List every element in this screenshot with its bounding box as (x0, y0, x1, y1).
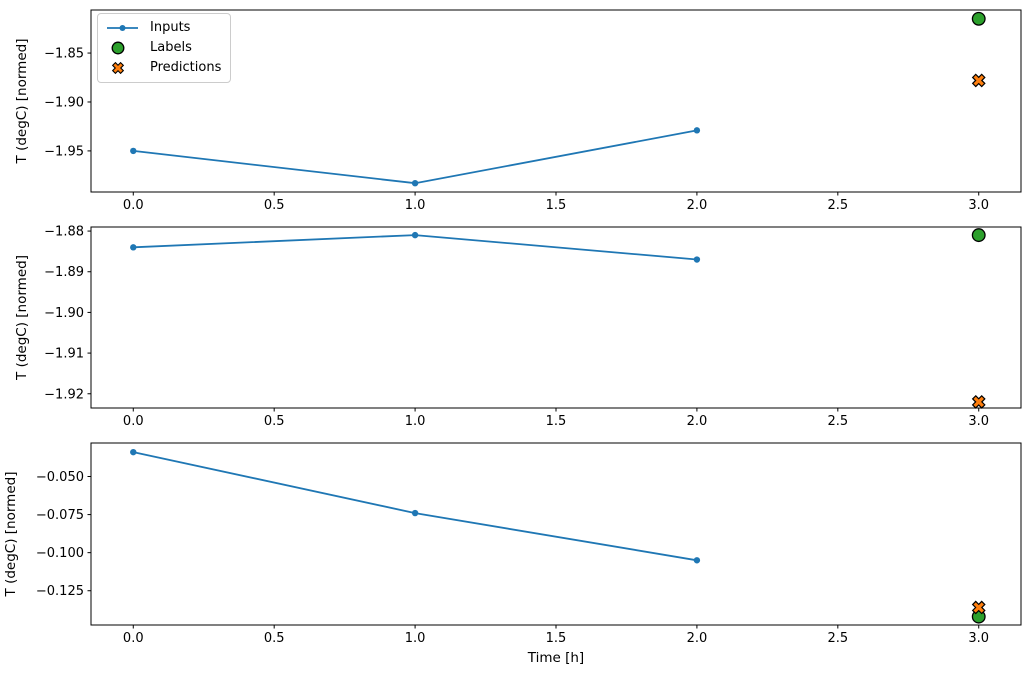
inputs-legend-icon (105, 19, 142, 37)
x-tick-label: 0.5 (264, 631, 285, 646)
legend-label: Inputs (150, 20, 191, 35)
y-tick-label: −1.90 (44, 95, 84, 110)
legend-item-inputs: Inputs (105, 18, 221, 38)
y-tick-label: −0.125 (36, 584, 84, 599)
inputs-point (693, 256, 701, 263)
x-tick-label: 2.0 (687, 198, 708, 213)
axes-frame (90, 226, 1022, 409)
labels-legend-icon (105, 39, 142, 57)
x-tick-label: 1.0 (405, 631, 426, 646)
legend-item-predictions: Predictions (105, 58, 221, 78)
inputs-point (130, 147, 137, 155)
inputs-point (411, 231, 419, 239)
predictions-marker (971, 600, 986, 615)
y-tick-label: −0.075 (36, 508, 84, 523)
legend-label: Predictions (150, 60, 222, 75)
y-tick-label: −0.100 (36, 546, 84, 561)
x-tick-label: 1.5 (546, 414, 567, 429)
inputs-point (130, 244, 137, 251)
y-axis-label: T (degC) [normed] (3, 472, 19, 598)
inputs-point (693, 557, 701, 564)
y-axis-label: T (degC) [normed] (14, 255, 30, 381)
x-tick-label: 3.0 (968, 198, 989, 213)
predictions-legend-icon (105, 59, 142, 77)
inputs-point (693, 127, 701, 134)
inputs-point (130, 448, 137, 456)
x-tick-label: 1.0 (405, 198, 426, 213)
x-tick-label: 2.0 (687, 414, 708, 429)
predictions-marker (971, 394, 986, 409)
inputs-line (133, 129, 698, 185)
x-tick-label: 0.5 (264, 198, 285, 213)
predictions-marker (971, 73, 986, 88)
x-tick-label: 0.0 (123, 631, 144, 646)
x-tick-label: 1.5 (546, 198, 567, 213)
inputs-point (411, 509, 419, 517)
labels-marker (971, 11, 986, 26)
x-tick-label: 2.5 (827, 414, 848, 429)
x-tick-label: 0.0 (123, 198, 144, 213)
y-tick-label: −0.050 (36, 470, 84, 485)
x-tick-label: 0.5 (264, 414, 285, 429)
x-tick-label: 1.5 (546, 631, 567, 646)
subplot-2: 0.0 0.5 1.0 1.5 2.0 2.5 3.0 −1.88 −1.89 −1.90 −1.9… (14, 225, 1022, 429)
x-tick-label: 2.0 (687, 631, 708, 646)
y-tick-label: −1.95 (44, 144, 84, 159)
x-axis-label: Time [h] (527, 650, 584, 666)
legend: Inputs Labels Predictions (97, 13, 232, 83)
inputs-line (133, 234, 697, 261)
inputs-point (411, 179, 419, 187)
x-tick-label: 3.0 (968, 631, 989, 646)
y-axis-label: T (degC) [normed] (14, 39, 30, 165)
x-tick-label: 2.5 (827, 198, 848, 213)
y-tick-label: −1.91 (44, 347, 84, 362)
y-tick-label: −1.92 (44, 387, 84, 402)
legend-label: Labels (150, 40, 192, 55)
y-tick-label: −1.85 (44, 47, 84, 62)
x-tick-label: 3.0 (968, 414, 989, 429)
axes-frame (90, 442, 1022, 626)
x-tick-label: 2.5 (827, 631, 848, 646)
legend-item-labels: Labels (105, 38, 221, 58)
y-tick-label: −1.88 (44, 225, 84, 240)
inputs-line (133, 451, 698, 562)
subplot-1: 0.0 0.5 1.0 1.5 2.0 2.5 3.0 −1.85 −1.90 −1.95 T (d… (14, 9, 1022, 213)
y-tick-label: −1.89 (44, 265, 84, 280)
x-tick-label: 0.0 (123, 414, 144, 429)
y-tick-label: −1.90 (44, 306, 84, 321)
x-tick-label: 1.0 (405, 414, 426, 429)
subplot-3: 0.0 0.5 1.0 1.5 2.0 2.5 3.0 −0.050 −0.075 −0.100 −… (3, 442, 1022, 666)
labels-marker (971, 228, 986, 243)
